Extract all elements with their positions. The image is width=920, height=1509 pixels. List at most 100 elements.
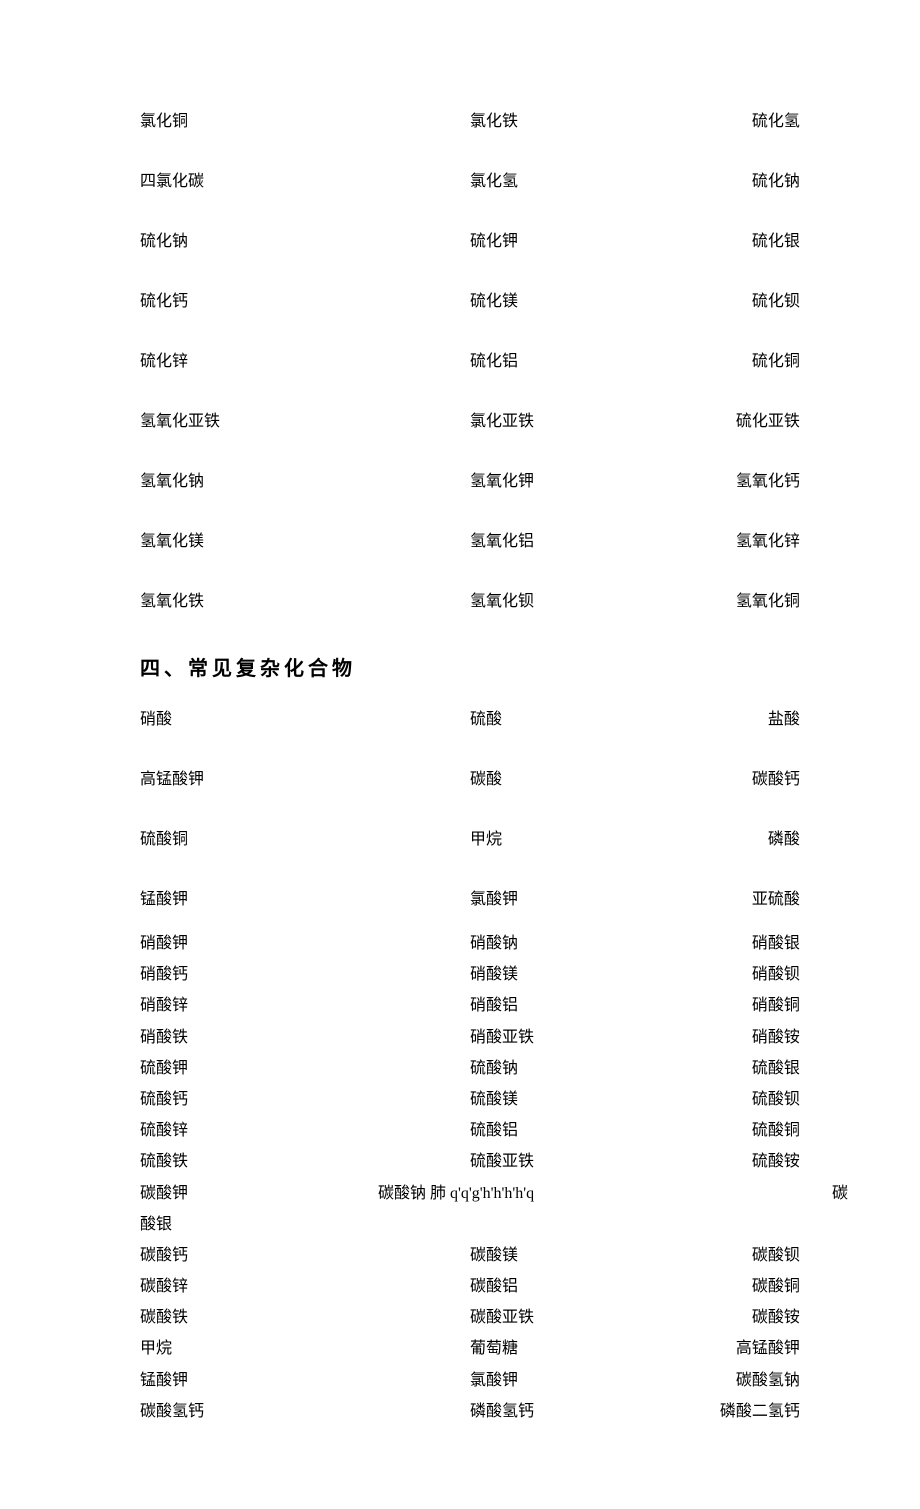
cell: 硫酸 — [360, 708, 580, 732]
cell: 硫化银 — [580, 230, 800, 254]
table-row: 硫酸锌 硫酸铝 硫酸铜 — [140, 1117, 800, 1144]
cell: 碳酸铜 — [580, 1273, 800, 1300]
cell: 硫化钾 — [360, 230, 580, 254]
table-row: 硝酸锌 硝酸铝 硝酸铜 — [140, 992, 800, 1019]
cell-garbled: 碳酸钠 肺 q'q'g'h'h'h'h'q — [360, 1180, 534, 1207]
cell: 碳酸钡 — [580, 1242, 800, 1269]
table-row: 碳酸钙 碳酸镁 碳酸钡 — [140, 1242, 800, 1269]
cell: 硫化钠 — [140, 230, 360, 254]
cell: 氢氧化钡 — [360, 590, 580, 614]
cell: 硝酸镁 — [360, 961, 580, 988]
table-row: 硝酸钙 硝酸镁 硝酸钡 — [140, 961, 800, 988]
cell: 碳酸钾 — [140, 1180, 360, 1207]
table-row: 硝酸铁 硝酸亚铁 硝酸铵 — [140, 1024, 800, 1051]
table-row: 氢氧化镁 氢氧化铝 氢氧化锌 — [140, 530, 800, 554]
cell: 氢氧化钙 — [580, 470, 800, 494]
cell: 硝酸钡 — [580, 961, 800, 988]
table-row: 四氯化碳 氯化氢 硫化钠 — [140, 170, 800, 194]
table-row: 氯化铜 氯化铁 硫化氢 — [140, 110, 800, 134]
table-row: 硫酸钾 硫酸钠 硫酸银 — [140, 1055, 800, 1082]
cell: 硫酸钙 — [140, 1086, 360, 1113]
compound-list-block-1: 氯化铜 氯化铁 硫化氢 四氯化碳 氯化氢 硫化钠 硫化钠 硫化钾 硫化银 硫化钙… — [140, 110, 800, 614]
cell: 氢氧化铝 — [360, 530, 580, 554]
table-row: 硝酸 硫酸 盐酸 — [140, 708, 800, 732]
cell: 盐酸 — [580, 708, 800, 732]
table-row: 氢氧化铁 氢氧化钡 氢氧化铜 — [140, 590, 800, 614]
table-row: 氢氧化钠 氢氧化钾 氢氧化钙 — [140, 470, 800, 494]
cell: 碳酸锌 — [140, 1273, 360, 1300]
cell: 氢氧化钾 — [360, 470, 580, 494]
cell: 氯酸钾 — [360, 888, 580, 912]
cell: 氯酸钾 — [360, 1367, 580, 1394]
cell: 亚硫酸 — [580, 888, 800, 912]
cell: 碳酸亚铁 — [360, 1304, 580, 1331]
compound-list-block-2: 硝酸 硫酸 盐酸 高锰酸钾 碳酸 碳酸钙 硫酸铜 甲烷 磷酸 锰酸钾 氯酸钾 亚… — [140, 708, 800, 912]
cell: 碳酸镁 — [360, 1242, 580, 1269]
cell: 硫酸银 — [580, 1055, 800, 1082]
cell: 磷酸 — [580, 828, 800, 852]
cell: 氢氧化铁 — [140, 590, 360, 614]
cell: 硫酸钾 — [140, 1055, 360, 1082]
cell: 硝酸铝 — [360, 992, 580, 1019]
cell: 氢氧化锌 — [580, 530, 800, 554]
table-row: 硫酸铁 硫酸亚铁 硫酸铵 — [140, 1148, 800, 1175]
cell: 氯化铜 — [140, 110, 360, 134]
cell: 氯化铁 — [360, 110, 580, 134]
table-row: 碳酸铁 碳酸亚铁 碳酸铵 — [140, 1304, 800, 1331]
cell: 硫酸钡 — [580, 1086, 800, 1113]
cell: 四氯化碳 — [140, 170, 360, 194]
cell: 氯化亚铁 — [360, 410, 580, 434]
cell: 氢氧化钠 — [140, 470, 360, 494]
cell: 氢氧化亚铁 — [140, 410, 360, 434]
cell: 碳酸 — [360, 768, 580, 792]
section-heading: 四、常见复杂化合物 — [140, 654, 800, 684]
cell: 碳酸铵 — [580, 1304, 800, 1331]
cell: 硫酸铁 — [140, 1148, 360, 1175]
table-row: 碳酸锌 碳酸铝 碳酸铜 — [140, 1273, 800, 1300]
cell: 葡萄糖 — [360, 1335, 580, 1362]
table-row: 硝酸钾 硝酸钠 硝酸银 — [140, 930, 800, 957]
table-row: 硫化钠 硫化钾 硫化银 — [140, 230, 800, 254]
cell: 甲烷 — [140, 1335, 360, 1362]
cell: 硫化亚铁 — [580, 410, 800, 434]
cell: 硫化氢 — [580, 110, 800, 134]
cell: 碳酸钙 — [140, 1242, 360, 1269]
cell: 硫酸亚铁 — [360, 1148, 580, 1175]
cell: 硫酸铵 — [580, 1148, 800, 1175]
cell: 碳酸钙 — [580, 768, 800, 792]
cell: 硝酸钾 — [140, 930, 360, 957]
table-row: 硫酸钙 硫酸镁 硫酸钡 — [140, 1086, 800, 1113]
cell: 氢氧化铜 — [580, 590, 800, 614]
cell: 硝酸铜 — [580, 992, 800, 1019]
cell: 锰酸钾 — [140, 1367, 360, 1394]
table-row-wrapped: 碳酸钾碳酸钠 肺 q'q'g'h'h'h'h'q 碳 — [140, 1180, 800, 1207]
cell: 硫酸铜 — [580, 1117, 800, 1144]
cell: 碳酸氢钠 — [580, 1367, 800, 1394]
cell: 磷酸二氢钙 — [580, 1398, 800, 1425]
compound-list-block-3: 硝酸钾 硝酸钠 硝酸银 硝酸钙 硝酸镁 硝酸钡 硝酸锌 硝酸铝 硝酸铜 硝酸铁 … — [140, 930, 800, 1425]
cell: 硫化锌 — [140, 350, 360, 374]
cell: 碳酸铝 — [360, 1273, 580, 1300]
table-row: 硫化钙 硫化镁 硫化钡 — [140, 290, 800, 314]
cell: 硫化钡 — [580, 290, 800, 314]
cell: 硫酸镁 — [360, 1086, 580, 1113]
cell: 硫酸锌 — [140, 1117, 360, 1144]
cell: 硫化铝 — [360, 350, 580, 374]
cell: 氯化氢 — [360, 170, 580, 194]
table-row: 锰酸钾 氯酸钾 亚硫酸 — [140, 888, 800, 912]
cell: 碳酸铁 — [140, 1304, 360, 1331]
cell: 硫化钙 — [140, 290, 360, 314]
cell-overflow-continuation: 酸银 — [140, 1211, 800, 1238]
cell: 硝酸 — [140, 708, 360, 732]
cell: 锰酸钾 — [140, 888, 360, 912]
cell: 硝酸亚铁 — [360, 1024, 580, 1051]
cell: 硫酸铜 — [140, 828, 360, 852]
table-row: 锰酸钾 氯酸钾 碳酸氢钠 — [140, 1367, 800, 1394]
cell: 碳酸氢钙 — [140, 1398, 360, 1425]
cell: 高锰酸钾 — [140, 768, 360, 792]
table-row: 高锰酸钾 碳酸 碳酸钙 — [140, 768, 800, 792]
cell: 氢氧化镁 — [140, 530, 360, 554]
cell: 高锰酸钾 — [580, 1335, 800, 1362]
cell: 硫化铜 — [580, 350, 800, 374]
cell: 硫酸钠 — [360, 1055, 580, 1082]
